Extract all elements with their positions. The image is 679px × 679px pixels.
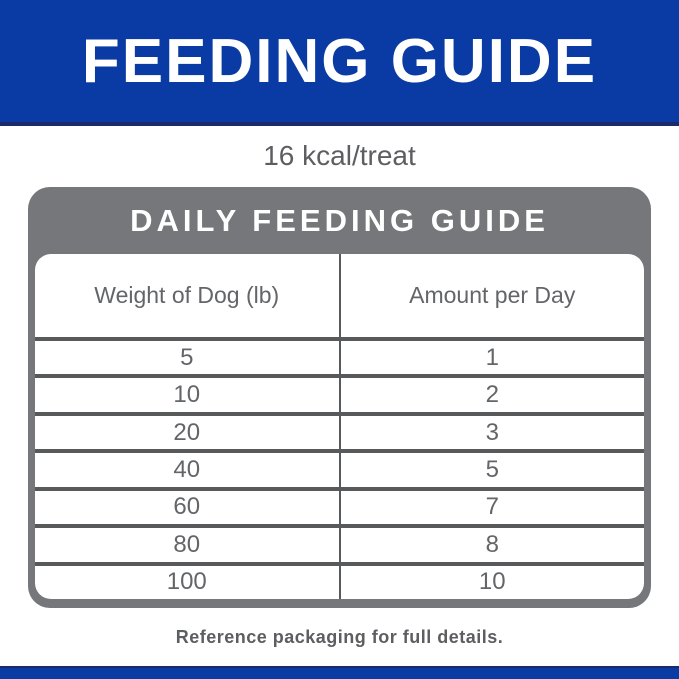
amount-value: 8 — [485, 530, 499, 558]
table-row: 5 1 — [35, 337, 644, 375]
table-row: 100 10 — [35, 561, 644, 599]
amount-value: 3 — [485, 418, 499, 446]
daily-feeding-guide-panel: DAILY FEEDING GUIDE Weight of Dog (lb) A… — [28, 187, 651, 608]
weight-value: 10 — [35, 378, 341, 412]
weight-value: 20 — [35, 415, 341, 450]
table-row: 20 3 — [35, 411, 644, 450]
column-header-amount: Amount per Day — [409, 282, 576, 308]
weight-value: 100 — [35, 565, 341, 599]
feeding-table: Weight of Dog (lb) Amount per Day 5 1 10… — [35, 254, 644, 599]
amount-value: 7 — [485, 493, 499, 521]
table-row: 80 8 — [35, 524, 644, 562]
table-row: 60 7 — [35, 486, 644, 525]
amount-value: 5 — [485, 455, 499, 483]
table-row: 10 2 — [35, 374, 644, 412]
daily-feeding-guide-title: DAILY FEEDING GUIDE — [130, 202, 549, 238]
weight-value: 5 — [35, 341, 341, 375]
weight-value: 80 — [35, 528, 341, 562]
weight-value: 40 — [35, 453, 341, 487]
amount-value: 2 — [485, 381, 499, 409]
amount-value: 10 — [478, 568, 506, 596]
table-row: 40 5 — [35, 449, 644, 487]
top-banner: FEEDING GUIDE — [0, 0, 679, 126]
amount-value: 1 — [485, 343, 499, 371]
weight-value: 60 — [35, 490, 341, 525]
table-header-row: Weight of Dog (lb) Amount per Day — [35, 254, 644, 337]
footer-reference-note: Reference packaging for full details. — [175, 626, 504, 647]
column-header-weight: Weight of Dog (lb) — [35, 254, 341, 337]
bottom-accent-bar — [0, 666, 679, 679]
page-title: FEEDING GUIDE — [81, 26, 598, 96]
calorie-per-treat-label: 16 kcal/treat — [263, 140, 416, 171]
